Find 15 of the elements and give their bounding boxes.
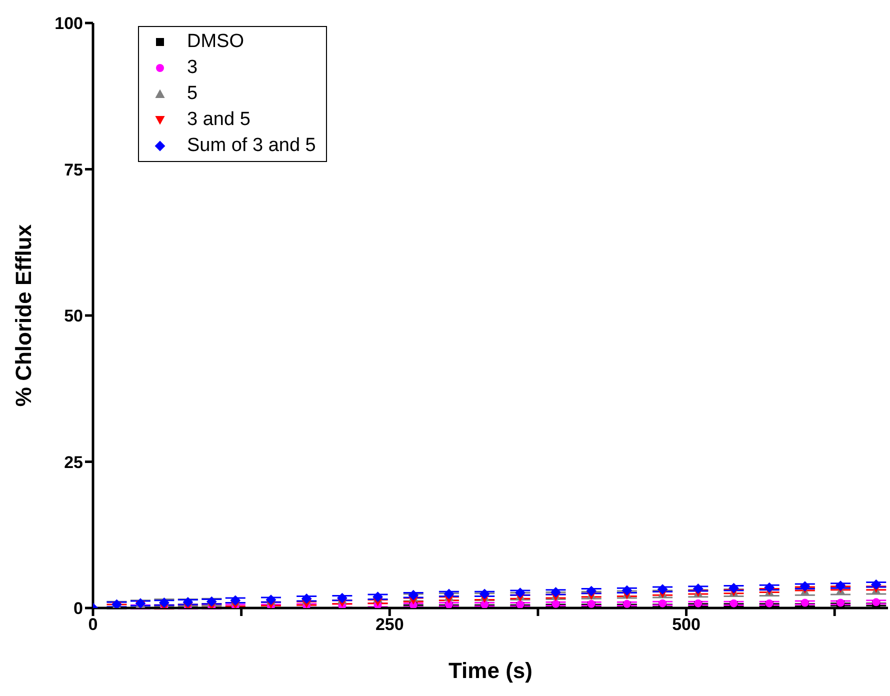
x-tick-label: 500 <box>672 615 700 634</box>
x-tick-label: 0 <box>88 615 98 634</box>
y-tick-label: 0 <box>74 599 83 618</box>
y-axis-title: % Chloride Efflux <box>10 224 36 407</box>
y-tick-label: 75 <box>64 160 83 180</box>
x-tick-label: 250 <box>375 615 404 634</box>
legend-label: 5 <box>187 82 198 106</box>
y-tick-label: 50 <box>64 306 83 326</box>
y-tick-label: 100 <box>54 14 83 34</box>
x-axis-title: Time (s) <box>448 658 532 683</box>
legend-label: Sum of 3 and 5 <box>187 134 316 158</box>
y-tick-label: 25 <box>64 452 83 472</box>
legend-label: DMSO <box>187 30 244 54</box>
legend-label: 3 <box>187 56 198 80</box>
legend-label: 3 and 5 <box>187 108 250 132</box>
